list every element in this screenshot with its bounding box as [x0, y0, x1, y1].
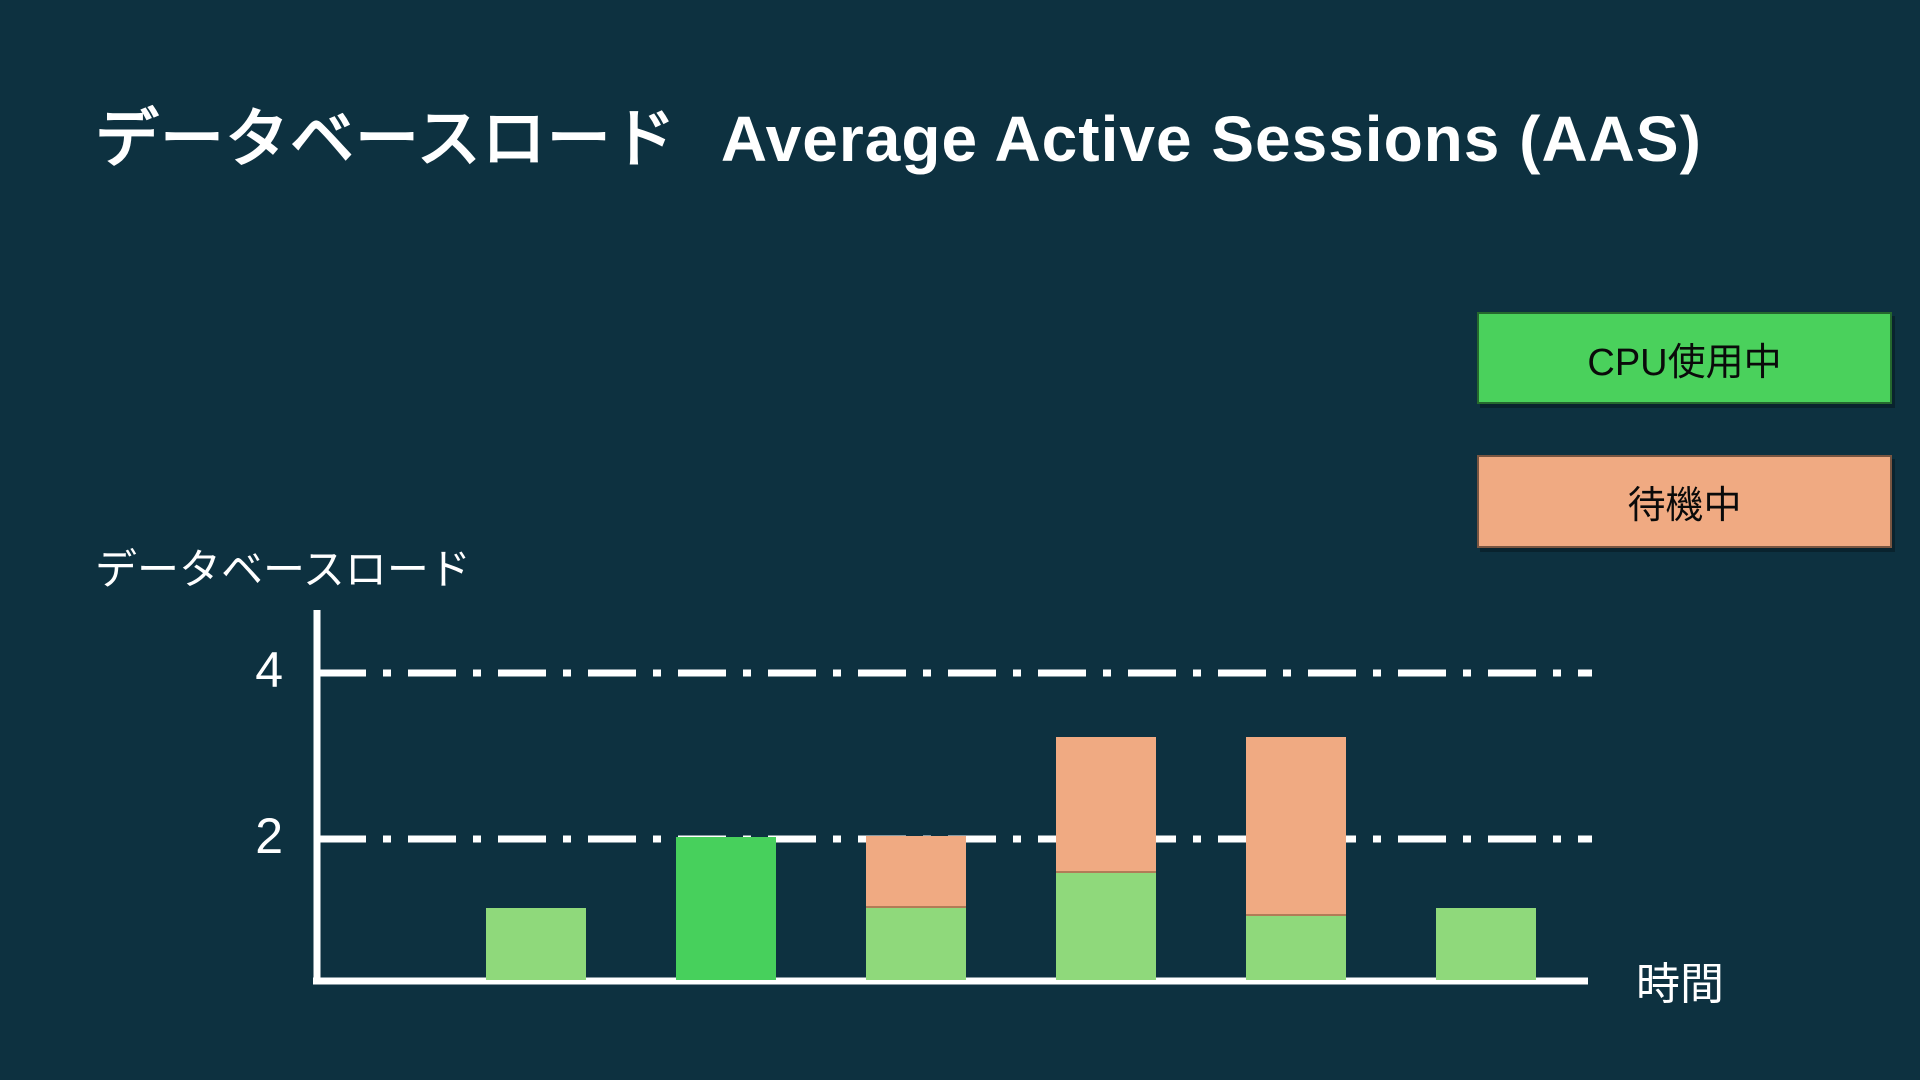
- slide-title-en: Average Active Sessions (AAS): [720, 103, 1702, 175]
- legend-item-cpu: CPU使用中: [1477, 312, 1892, 404]
- y-tick-label-2: 2: [255, 808, 283, 864]
- y-axis-title: データベースロード: [95, 546, 471, 593]
- bar-2-cpu-segment: [676, 837, 776, 980]
- x-axis-label: 時間: [1636, 960, 1724, 1009]
- legend-label-wait: 待機中: [1627, 485, 1742, 527]
- bar-6-cpu-segment: [1436, 908, 1536, 980]
- legend-label-cpu: CPU使用中: [1587, 341, 1782, 384]
- bar-3-wait-segment: [866, 836, 966, 908]
- bar-4-cpu-segment: [1056, 873, 1156, 980]
- slide-title: データベースロード Average Active Sessions (AAS): [95, 88, 1702, 180]
- bar-3-cpu-segment: [866, 908, 966, 980]
- bar-1-cpu-segment: [486, 908, 586, 980]
- slide-title-jp: データベースロード: [95, 103, 677, 175]
- bar-5-wait-segment: [1246, 737, 1346, 916]
- bar-5-cpu-segment: [1246, 916, 1346, 980]
- bar-4-wait-segment: [1056, 737, 1156, 873]
- y-tick-label-4: 4: [255, 642, 283, 698]
- legend-item-wait: 待機中: [1477, 455, 1892, 548]
